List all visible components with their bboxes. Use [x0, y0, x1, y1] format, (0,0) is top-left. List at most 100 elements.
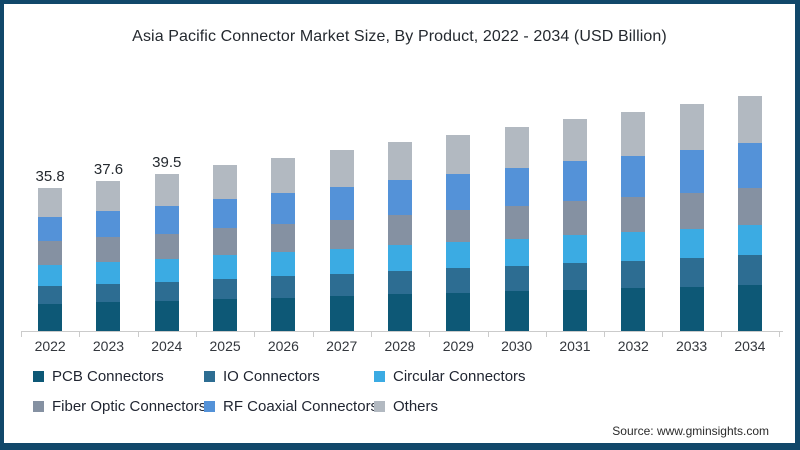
bar-column-2025 — [196, 4, 254, 331]
segment-fiber-optic-connectors-2024 — [154, 233, 179, 260]
segment-io-connectors-2030 — [504, 265, 529, 292]
segment-circular-connectors-2033 — [679, 229, 704, 259]
segment-others-2030 — [504, 126, 529, 168]
x-axis-line — [21, 331, 783, 332]
segment-pcb-connectors-2028 — [388, 294, 413, 331]
segment-fiber-optic-connectors-2022 — [38, 241, 63, 265]
segment-pcb-connectors-2024 — [154, 300, 179, 331]
legend-label: Circular Connectors — [393, 368, 526, 385]
segment-fiber-optic-connectors-2030 — [504, 206, 529, 239]
segment-rf-coaxial-connectors-2027 — [329, 186, 354, 220]
segment-rf-coaxial-connectors-2024 — [154, 205, 179, 234]
legend-item-rf-coaxial-connectors: RF Coaxial Connectors — [204, 398, 378, 415]
segment-fiber-optic-connectors-2027 — [329, 219, 354, 249]
x-axis-labels: 2022 2023 2024 2025 2026 2027 2028 2029 2030 2031… — [21, 338, 779, 354]
x-axis-label-2027: 2027 — [326, 338, 358, 354]
stacked-bar-2024 — [154, 173, 179, 331]
segment-pcb-connectors-2030 — [504, 291, 529, 331]
segment-io-connectors-2031 — [562, 262, 587, 290]
x-axis-tick — [604, 332, 606, 337]
x-axis-tick — [254, 332, 256, 337]
segment-rf-coaxial-connectors-2033 — [679, 149, 704, 194]
x-axis-label-2033: 2033 — [676, 338, 708, 354]
segment-fiber-optic-connectors-2029 — [446, 210, 471, 242]
segment-rf-coaxial-connectors-2022 — [38, 217, 63, 242]
segment-circular-connectors-2023 — [96, 261, 121, 284]
segment-pcb-connectors-2029 — [446, 292, 471, 331]
segment-io-connectors-2032 — [621, 260, 646, 289]
segment-rf-coaxial-connectors-2032 — [621, 155, 646, 198]
segment-rf-coaxial-connectors-2030 — [504, 167, 529, 207]
segment-circular-connectors-2031 — [562, 235, 587, 263]
segment-fiber-optic-connectors-2023 — [96, 237, 121, 262]
segment-pcb-connectors-2031 — [562, 289, 587, 331]
segment-rf-coaxial-connectors-2026 — [271, 192, 296, 224]
segment-others-2026 — [271, 157, 296, 193]
segment-others-2034 — [737, 96, 762, 144]
segment-pcb-connectors-2033 — [679, 286, 704, 331]
x-axis-label-2022: 2022 — [34, 338, 66, 354]
bar-column-2034 — [721, 4, 779, 331]
legend-item-pcb-connectors: PCB Connectors — [33, 368, 204, 385]
x-axis-tick — [79, 332, 81, 337]
x-axis-label-2024: 2024 — [151, 338, 183, 354]
stacked-bar-2029 — [446, 134, 471, 331]
legend-swatch-icon — [204, 401, 215, 412]
segment-pcb-connectors-2027 — [329, 296, 354, 331]
x-axis-tick — [545, 332, 547, 337]
segment-io-connectors-2023 — [96, 283, 121, 302]
legend-label: Others — [393, 398, 439, 415]
segment-io-connectors-2034 — [737, 255, 762, 286]
bar-column-2024: 39.5 — [138, 4, 196, 331]
chart-title: Asia Pacific Connector Market Size, By P… — [132, 28, 667, 45]
legend: PCB Connectors IO Connectors Circular Conn… — [33, 368, 614, 415]
bar-column-2032 — [604, 4, 662, 331]
segment-pcb-connectors-2026 — [271, 297, 296, 331]
segment-others-2029 — [446, 134, 471, 175]
segment-fiber-optic-connectors-2028 — [388, 214, 413, 246]
x-axis-label-2028: 2028 — [384, 338, 416, 354]
segment-others-2031 — [562, 118, 587, 162]
bar-column-2031 — [546, 4, 604, 331]
x-axis-tick — [429, 332, 431, 337]
segment-circular-connectors-2028 — [388, 245, 413, 271]
segment-io-connectors-2024 — [154, 281, 179, 301]
legend-label: Fiber Optic Connectors — [52, 398, 207, 415]
x-axis-label-2026: 2026 — [267, 338, 299, 354]
segment-others-2028 — [388, 142, 413, 181]
bar-column-2026 — [254, 4, 312, 331]
segment-circular-connectors-2029 — [446, 241, 471, 269]
segment-io-connectors-2033 — [679, 258, 704, 287]
legend-swatch-icon — [374, 401, 385, 412]
x-axis-tick — [312, 332, 314, 337]
segment-io-connectors-2025 — [213, 278, 238, 300]
segment-fiber-optic-connectors-2025 — [213, 228, 238, 256]
legend-label: RF Coaxial Connectors — [223, 398, 379, 415]
x-axis-tick — [370, 332, 372, 337]
segment-others-2023 — [96, 181, 121, 212]
stacked-bar-2025 — [213, 165, 238, 331]
legend-item-io-connectors: IO Connectors — [204, 368, 374, 385]
bar-column-2029 — [429, 4, 487, 331]
segment-pcb-connectors-2032 — [621, 288, 646, 331]
bar-total-label-2023: 37.6 — [93, 161, 124, 179]
segment-rf-coaxial-connectors-2034 — [737, 143, 762, 189]
segment-circular-connectors-2024 — [154, 259, 179, 282]
segment-fiber-optic-connectors-2033 — [679, 193, 704, 230]
x-axis-label-2032: 2032 — [617, 338, 649, 354]
segment-circular-connectors-2022 — [38, 264, 63, 287]
segment-pcb-connectors-2034 — [737, 285, 762, 331]
x-axis-tick — [21, 332, 22, 337]
segment-io-connectors-2027 — [329, 273, 354, 296]
x-axis-label-2023: 2023 — [92, 338, 125, 354]
stacked-bar-2033 — [679, 104, 704, 331]
segment-fiber-optic-connectors-2034 — [737, 188, 762, 226]
x-axis-tick — [779, 332, 780, 337]
legend-label: IO Connectors — [223, 368, 320, 385]
legend-swatch-icon — [33, 371, 44, 382]
segment-others-2027 — [329, 150, 354, 187]
bar-column-2022: 35.8 — [21, 4, 79, 331]
stacked-bar-2028 — [388, 142, 413, 331]
segment-fiber-optic-connectors-2032 — [621, 197, 646, 232]
stacked-bar-2027 — [329, 150, 354, 331]
